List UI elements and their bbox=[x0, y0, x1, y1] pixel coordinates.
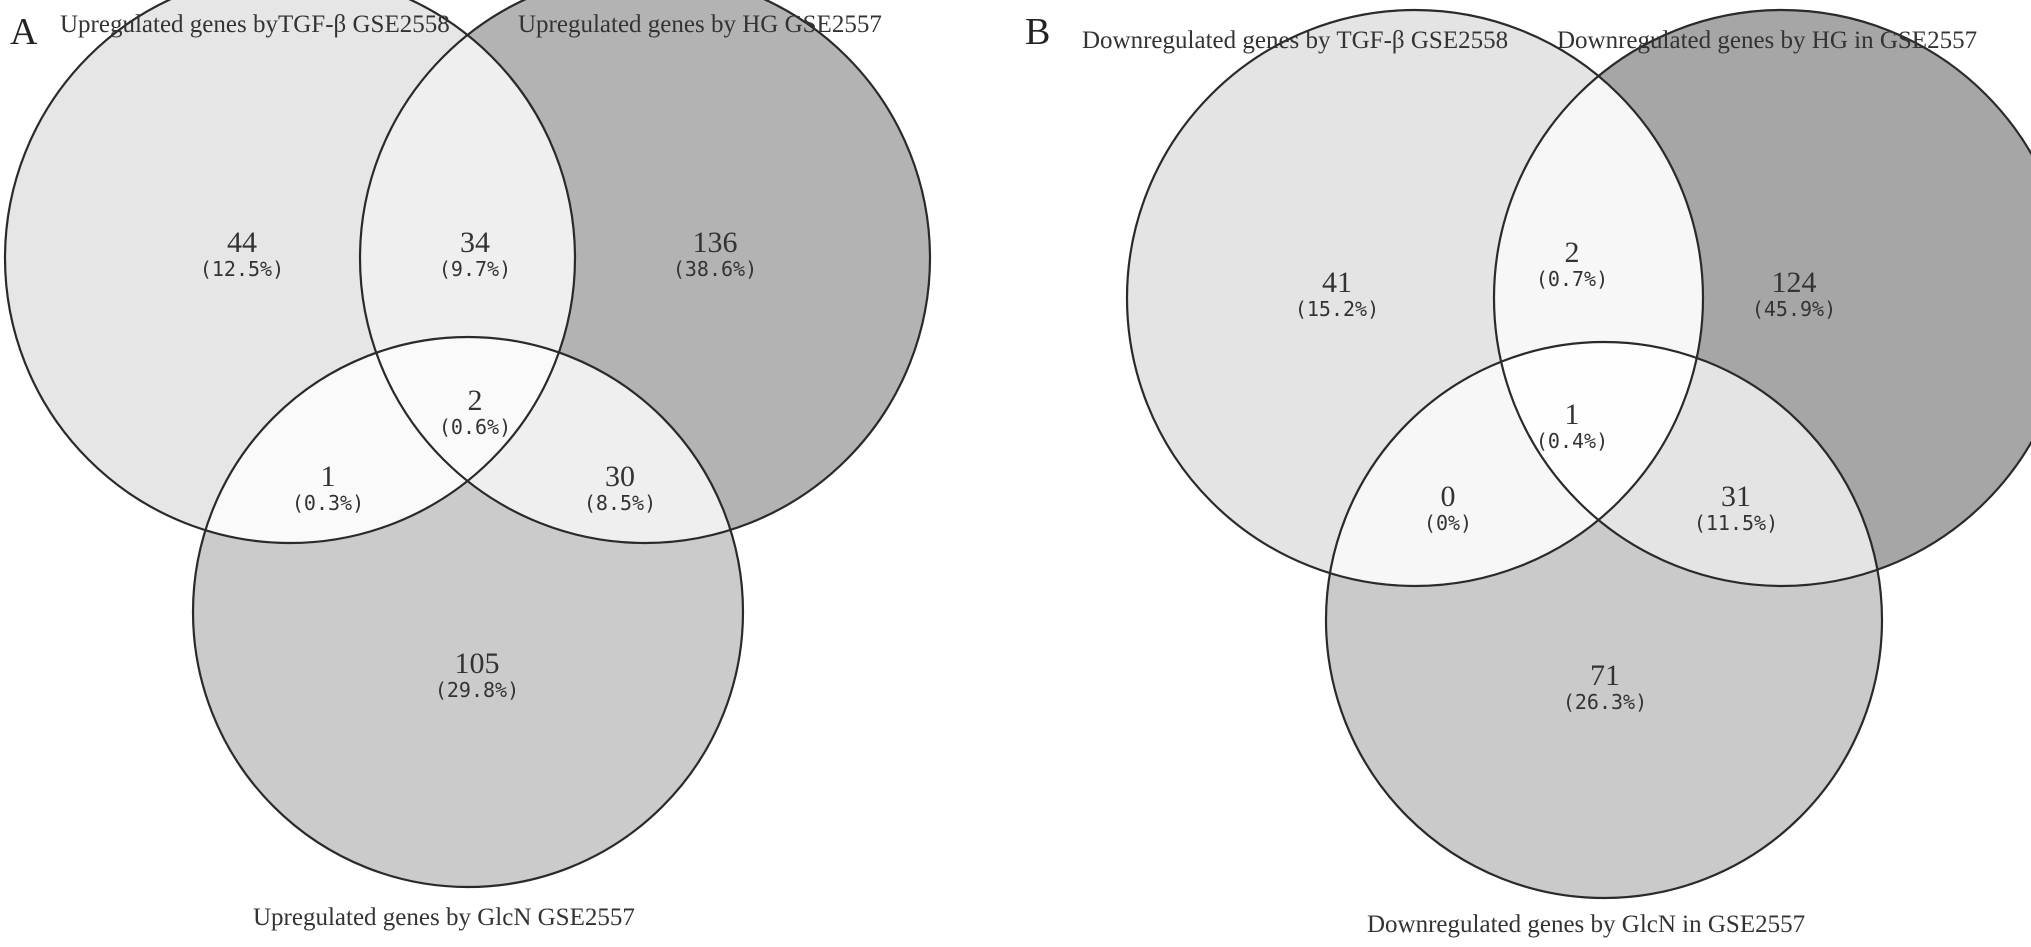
region-only1-count-a: 44 bbox=[227, 226, 257, 259]
region-only2-count-a: 136 bbox=[693, 226, 738, 259]
region-only1-pct-b: (15.2%) bbox=[1295, 297, 1379, 321]
region-13-count-a: 1 bbox=[321, 460, 336, 493]
set2-label-b: Downregulated genes by HG in GSE2557 bbox=[1557, 27, 1977, 54]
region-23-count-a: 30 bbox=[605, 460, 635, 493]
region-23-pct-a: (8.5%) bbox=[584, 491, 656, 515]
region-only3-count-a: 105 bbox=[455, 647, 500, 680]
region-only3-pct-b: (26.3%) bbox=[1563, 690, 1647, 714]
set2-label-a: Upregulated genes by HG GSE2557 bbox=[518, 11, 882, 38]
overlap-13-b bbox=[1326, 342, 1703, 586]
region-123-pct-b: (0.4%) bbox=[1536, 429, 1608, 453]
set1-label-b: Downregulated genes by TGF-β GSE2558 bbox=[1082, 27, 1508, 54]
overlap-23-b bbox=[1494, 342, 1882, 586]
region-only3-count-b: 71 bbox=[1590, 659, 1620, 692]
panel-letter-a: A bbox=[10, 11, 38, 53]
region-12-count-a: 34 bbox=[460, 226, 490, 259]
region-23-pct-b: (11.5%) bbox=[1694, 511, 1778, 535]
region-only1-pct-a: (12.5%) bbox=[200, 257, 284, 281]
region-only2-count-b: 124 bbox=[1772, 266, 1817, 299]
set3-outline-a bbox=[191, 335, 745, 889]
region-23-count-b: 31 bbox=[1721, 480, 1751, 513]
region-13-pct-b: (0%) bbox=[1424, 511, 1472, 535]
set3-outline-b bbox=[1324, 340, 1884, 900]
region-123-pct-a: (0.6%) bbox=[439, 415, 511, 439]
region-only3-pct-a: (29.8%) bbox=[435, 678, 519, 702]
region-123-count-a: 2 bbox=[468, 384, 483, 417]
region-13-pct-a: (0.3%) bbox=[292, 491, 364, 515]
set1-outline-b bbox=[1125, 8, 1705, 588]
set3-label-a: Upregulated genes by GlcN GSE2557 bbox=[253, 904, 635, 931]
region-only1-count-b: 41 bbox=[1322, 266, 1352, 299]
venn-panel-b: B Downregulated genes by TGF-β GSE2558 D… bbox=[1025, 8, 2031, 938]
set3-label-b: Downregulated genes by GlcN in GSE2557 bbox=[1367, 911, 1805, 938]
overlap-13-a bbox=[193, 337, 575, 543]
region-13-count-b: 0 bbox=[1441, 480, 1456, 513]
region-only2-pct-a: (38.6%) bbox=[673, 257, 757, 281]
set2-outline-b bbox=[1492, 8, 2031, 588]
region-123-count-b: 1 bbox=[1565, 398, 1580, 431]
set1-outline-a bbox=[3, 0, 577, 545]
region-only2-pct-b: (45.9%) bbox=[1752, 297, 1836, 321]
set2-outline-a bbox=[358, 0, 932, 545]
region-12-count-b: 2 bbox=[1565, 236, 1580, 269]
venn-panel-a: A Upregulated genes byTGF-β GSE2558 Upre… bbox=[3, 0, 932, 931]
set1-label-a: Upregulated genes byTGF-β GSE2558 bbox=[60, 11, 450, 38]
overlap-23-a bbox=[360, 337, 743, 543]
region-12-pct-a: (9.7%) bbox=[439, 257, 511, 281]
panel-letter-b: B bbox=[1025, 11, 1050, 53]
region-12-pct-b: (0.7%) bbox=[1536, 267, 1608, 291]
